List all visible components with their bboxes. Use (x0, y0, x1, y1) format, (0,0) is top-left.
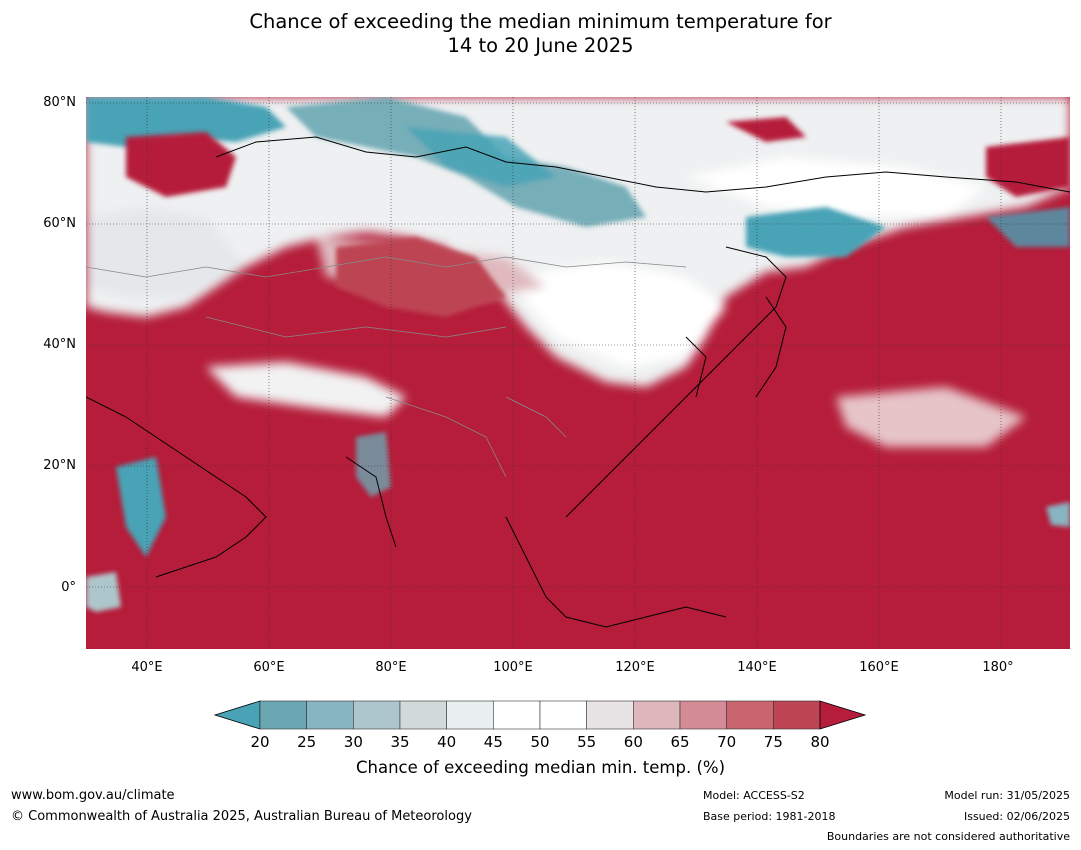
colorbar-tick-label: 50 (530, 733, 550, 751)
title-line-1: Chance of exceeding the median minimum t… (249, 10, 832, 33)
lon-label-80e: 80°E (375, 660, 407, 675)
map-svg (86, 97, 1070, 649)
colorbar-tick-label: 30 (343, 733, 363, 751)
colorbar-segment (679, 700, 727, 730)
map-title: Chance of exceeding the median minimum t… (0, 10, 1081, 58)
lat-label-20n: 20°N (43, 458, 76, 473)
colorbar-segment (586, 700, 634, 730)
colorbar-over-triangle (819, 700, 867, 730)
lon-label-40e: 40°E (131, 660, 163, 675)
forecast-map (86, 97, 1070, 649)
lon-label-140e: 140°E (737, 660, 777, 675)
colorbar-segment (539, 700, 587, 730)
colorbar-segment (399, 700, 447, 730)
colorbar-segment (633, 700, 681, 730)
colorbar-segment (259, 700, 307, 730)
footer-issued: Issued: 02/06/2025 (963, 810, 1070, 823)
colorbar-under-triangle (213, 700, 261, 730)
colorbar-tick-label: 35 (390, 733, 410, 751)
lon-label-180: 180° (982, 660, 1014, 675)
colorbar-segment (726, 700, 774, 730)
colorbar-segment (353, 700, 401, 730)
colorbar-segment (773, 700, 821, 730)
colorbar-tick-label: 75 (763, 733, 783, 751)
colorbar-tick-label: 80 (810, 733, 830, 751)
footer-copyright: © Commonwealth of Australia 2025, Austra… (11, 809, 472, 824)
footer-base-period: Base period: 1981-2018 (703, 810, 836, 823)
graticule (86, 97, 1070, 649)
colorbar-tick-label: 20 (250, 733, 270, 751)
footer-model-run: Model run: 31/05/2025 (944, 789, 1070, 802)
high-probability-regions (126, 117, 1070, 317)
low-probability-regions (86, 97, 1070, 612)
colorbar-tick-label: 40 (437, 733, 457, 751)
colorbar-tick-label: 65 (670, 733, 690, 751)
lon-label-160e: 160°E (859, 660, 899, 675)
colorbar-svg (213, 700, 867, 730)
coastlines (86, 136, 1070, 628)
lon-label-60e: 60°E (253, 660, 285, 675)
lon-label-100e: 100°E (493, 660, 533, 675)
colorbar-label: Chance of exceeding median min. temp. (%… (355, 758, 726, 777)
colorbar-segment (306, 700, 354, 730)
colorbar-tick-label: 60 (623, 733, 643, 751)
colorbar (213, 700, 867, 730)
colorbar-tick-label: 70 (717, 733, 737, 751)
title-line-2: 14 to 20 June 2025 (447, 34, 634, 57)
colorbar-tick-label: 25 (297, 733, 317, 751)
colorbar-segment (446, 700, 494, 730)
country-borders (86, 256, 687, 478)
colorbar-tick-label: 45 (483, 733, 503, 751)
lat-label-80n: 80°N (43, 95, 76, 110)
footer-website: www.bom.gov.au/climate (11, 788, 175, 803)
lon-label-120e: 120°E (615, 660, 655, 675)
lat-label-60n: 60°N (43, 216, 76, 231)
lat-label-0: 0° (61, 580, 76, 595)
colorbar-tick-label: 55 (577, 733, 597, 751)
colorbar-segment (493, 700, 541, 730)
lat-label-40n: 40°N (43, 337, 76, 352)
footer-boundaries: Boundaries are not considered authoritat… (826, 830, 1070, 843)
footer-model: Model: ACCESS-S2 (703, 789, 805, 802)
